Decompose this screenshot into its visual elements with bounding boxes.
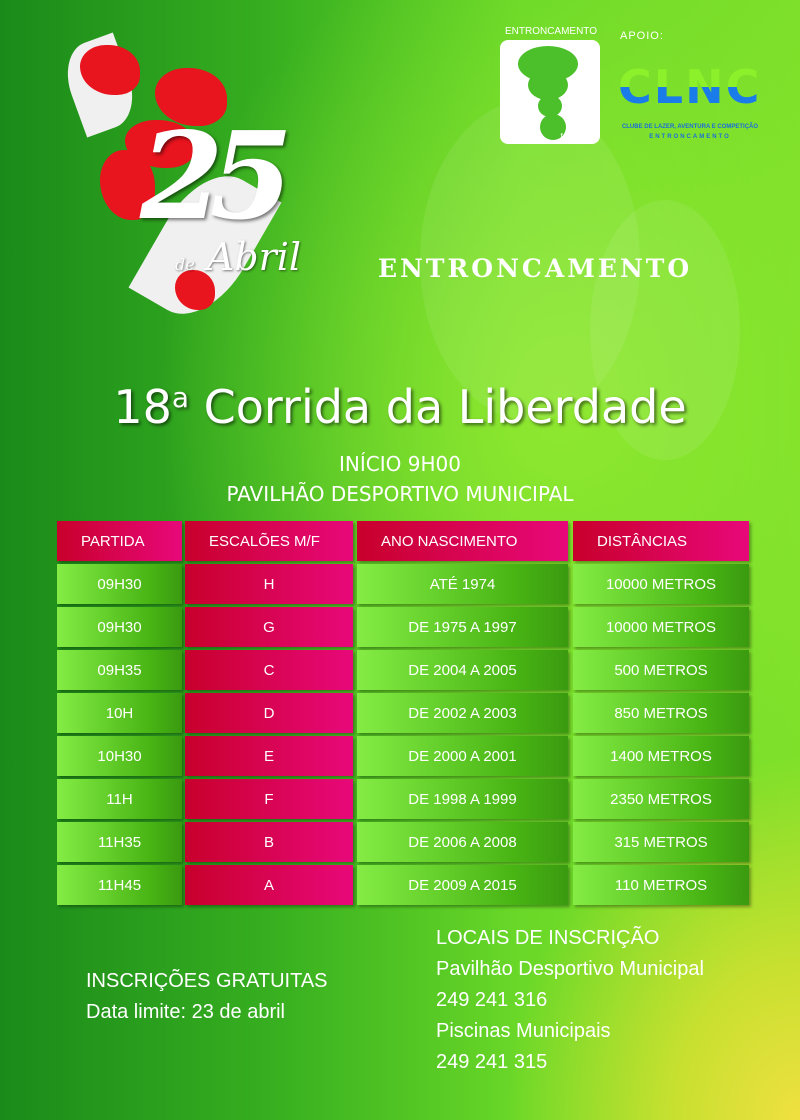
- table-cell-category: B: [185, 822, 353, 862]
- table-cell-start-time: 11H35: [57, 822, 182, 862]
- table-cell-distance: 315 METROS: [573, 822, 749, 862]
- event-start: INÍCIO 9H00: [339, 452, 461, 476]
- event-venue: PAVILHÃO DESPORTIVO MUNICIPAL: [226, 482, 574, 506]
- table-cell-start-time: 11H: [57, 779, 182, 819]
- table-cell-category: G: [185, 607, 353, 647]
- runner-silhouette: [420, 100, 640, 420]
- clnc-full-name: CLUBE DE LAZER, AVENTURA E COMPETIÇÃO: [621, 124, 759, 130]
- town-heading: ENTRONCAMENTO: [378, 254, 693, 283]
- table-cell-category: F: [185, 779, 353, 819]
- table-header-birth-year: ANO NASCIMENTO: [357, 521, 568, 561]
- event-title-text: Corrida da Liberdade: [203, 380, 687, 434]
- table-cell-start-time: 09H30: [57, 607, 182, 647]
- city-logo-right: ferroviária: [560, 132, 596, 141]
- table-cell-category: H: [185, 564, 353, 604]
- support-label: APOIO:: [620, 30, 664, 42]
- registration-info: INSCRIÇÕES GRATUITAS Data limite: 23 de …: [86, 966, 328, 1028]
- table-header-start-time: PARTIDA: [57, 521, 182, 561]
- location-line: 249 241 315: [436, 1051, 548, 1073]
- table-cell-start-time: 10H: [57, 693, 182, 733]
- table-cell-birth-year: DE 2000 A 2001: [357, 736, 568, 776]
- location-line: Piscinas Municipais: [436, 1020, 611, 1042]
- registration-deadline: Data limite: 23 de abril: [86, 1001, 285, 1023]
- table-cell-start-time: 11H45: [57, 865, 182, 905]
- location-line: Pavilhão Desportivo Municipal: [436, 958, 704, 980]
- steam-train-icon: cidade ferroviária: [500, 40, 600, 144]
- city-logo-caption: ENTRONCAMENTO: [504, 26, 598, 37]
- table-cell-category: E: [185, 736, 353, 776]
- city-logo-left: cidade: [504, 132, 528, 141]
- table-cell-distance: 500 METROS: [573, 650, 749, 690]
- logo-25: 25: [140, 106, 293, 247]
- runner-silhouette: [590, 200, 740, 460]
- logo-de-abril: de Abril: [175, 236, 301, 286]
- table-cell-birth-year: DE 1975 A 1997: [357, 607, 568, 647]
- table-cell-distance: 110 METROS: [573, 865, 749, 905]
- registration-free: INSCRIÇÕES GRATUITAS: [86, 970, 328, 992]
- table-cell-start-time: 10H30: [57, 736, 182, 776]
- table-cell-birth-year: ATÉ 1974: [357, 564, 568, 604]
- table-cell-start-time: 09H35: [57, 650, 182, 690]
- clnc-town: ENTRONCAMENTO: [649, 134, 731, 140]
- event-ordinal-suffix: a: [171, 381, 190, 414]
- logo-de: de: [175, 255, 195, 274]
- table-cell-distance: 1400 METROS: [573, 736, 749, 776]
- table-cell-birth-year: DE 2009 A 2015: [357, 865, 568, 905]
- table-header-category: ESCALÕES M/F: [185, 521, 353, 561]
- location-line: 249 241 316: [436, 989, 548, 1011]
- table-cell-distance: 2350 METROS: [573, 779, 749, 819]
- table-cell-distance: 850 METROS: [573, 693, 749, 733]
- table-cell-distance: 10000 METROS: [573, 607, 749, 647]
- table-cell-distance: 10000 METROS: [573, 564, 749, 604]
- table-cell-birth-year: DE 1998 A 1999: [357, 779, 568, 819]
- table-cell-birth-year: DE 2004 A 2005: [357, 650, 568, 690]
- clnc-logo: CLNC: [618, 60, 762, 114]
- table-cell-birth-year: DE 2002 A 2003: [357, 693, 568, 733]
- table-cell-category: D: [185, 693, 353, 733]
- registration-locations: LOCAIS DE INSCRIÇÃO Pavilhão Desportivo …: [436, 923, 704, 1078]
- table-cell-category: C: [185, 650, 353, 690]
- table-header-distance: DISTÂNCIAS: [573, 521, 749, 561]
- event-ordinal: 18: [113, 380, 172, 434]
- city-logo: ENTRONCAMENTO cidade ferroviária: [500, 26, 602, 144]
- table-cell-birth-year: DE 2006 A 2008: [357, 822, 568, 862]
- table-cell-start-time: 09H30: [57, 564, 182, 604]
- event-title: 18a Corrida da Liberdade: [0, 380, 800, 434]
- table-cell-category: A: [185, 865, 353, 905]
- locations-title: LOCAIS DE INSCRIÇÃO: [436, 927, 660, 949]
- logo-month: Abril: [206, 235, 302, 279]
